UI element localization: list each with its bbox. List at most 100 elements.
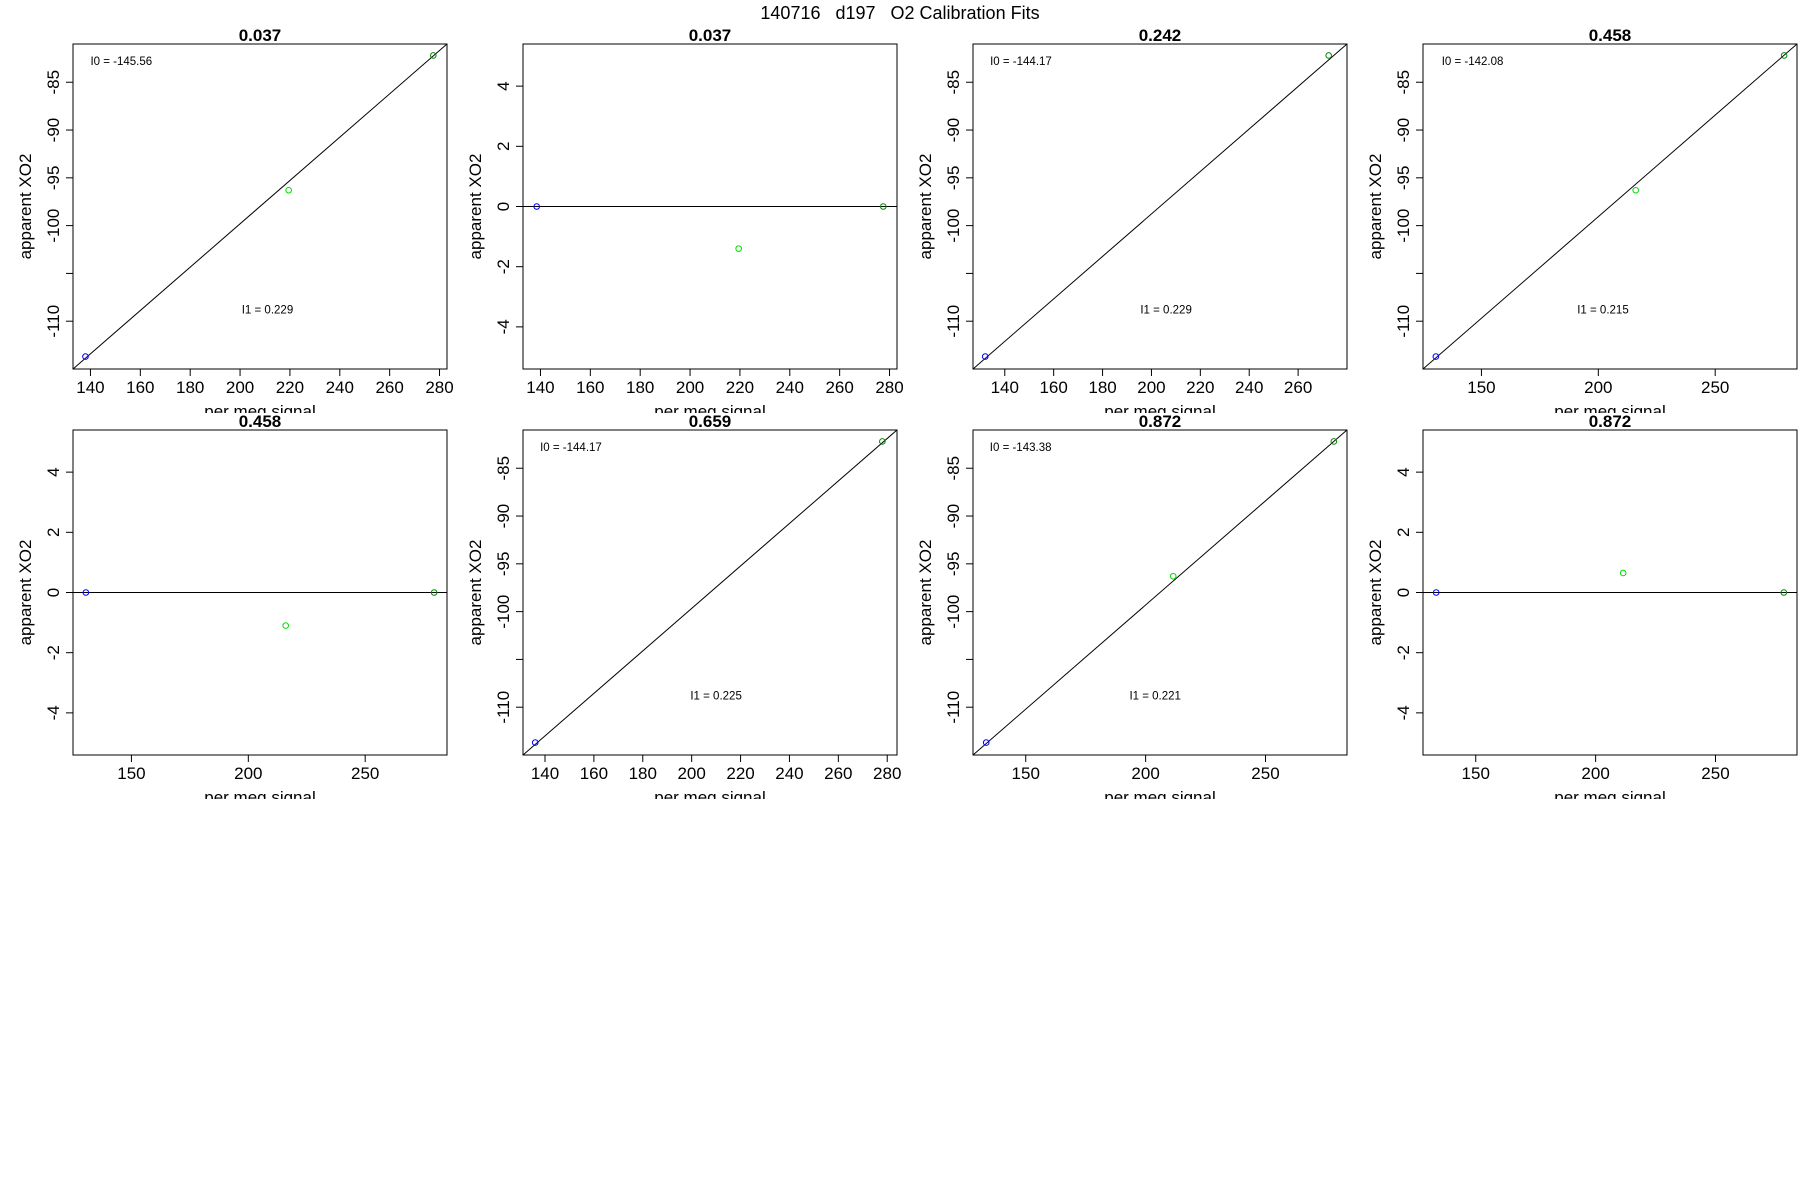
panel-title: 0.037 [239, 26, 282, 45]
x-tick-label: 280 [425, 378, 453, 397]
y-tick-label: 4 [44, 467, 63, 476]
data-point-3 [1330, 438, 1338, 445]
slope-label: I1 = 0.229 [242, 305, 293, 317]
fit-line [523, 430, 897, 755]
x-axis: 150 200 250 [117, 755, 379, 783]
x-tick-label: 150 [1012, 764, 1040, 783]
plot-frame [522, 429, 898, 756]
x-tick-label: 160 [126, 378, 154, 397]
y-tick-label: -85 [494, 456, 513, 481]
y-tick-label: -110 [944, 305, 963, 338]
data-point-1 [533, 203, 541, 210]
intercept-label: I0 = -144.17 [540, 442, 602, 454]
y-tick-label: -95 [944, 552, 963, 577]
x-axis: 140 160 180 200 220 240 260 280 [76, 369, 454, 397]
x-tick-label: 250 [1701, 764, 1729, 783]
label-clip-mask [1413, 413, 1800, 423]
x-tick-label: 240 [1235, 378, 1263, 397]
y-tick-label: -85 [944, 70, 963, 95]
y-axis: 4 2 0 -2 -4 [494, 81, 523, 334]
y-tick-label: 0 [1394, 588, 1413, 597]
y-tick-label: -100 [944, 209, 963, 243]
y-axis-label: apparent XO2 [916, 154, 935, 260]
y-tick-label: -2 [494, 259, 513, 274]
x-tick-label: 250 [1251, 764, 1279, 783]
data-point-2 [735, 245, 742, 252]
slope-label: I1 = 0.229 [1140, 305, 1191, 317]
y-tick-label: -90 [44, 118, 63, 143]
y-axis-label: apparent XO2 [16, 154, 35, 260]
y-tick-label: -95 [44, 166, 63, 191]
data-point-1 [1432, 353, 1440, 360]
y-tick-label: -95 [1394, 166, 1413, 191]
x-axis: 140 160 180 200 220 240 260 [991, 369, 1312, 397]
data-point-3 [430, 589, 438, 596]
x-tick-label: 200 [1581, 764, 1609, 783]
data-point-1 [531, 739, 539, 746]
y-tick-label: -95 [944, 166, 963, 191]
data-point-1 [82, 353, 89, 360]
slope-label: I1 = 0.225 [690, 691, 741, 703]
slope-label: I1 = 0.215 [1577, 305, 1628, 317]
y-axis: -85 -90 -95 -100 -110 [44, 70, 73, 338]
x-tick-label: 280 [875, 378, 903, 397]
x-axis: 150 200 250 [1012, 755, 1280, 783]
x-tick-label: 220 [1186, 378, 1214, 397]
y-tick-label: 4 [1394, 467, 1413, 476]
y-axis: -85 -90 -95 -100 -110 [1394, 70, 1423, 338]
panel-title: 0.872 [1589, 412, 1632, 431]
x-tick-label: 260 [375, 378, 403, 397]
y-tick-label: 4 [494, 81, 513, 90]
plot-frame [972, 43, 1348, 370]
y-tick-label: -110 [44, 305, 63, 338]
y-axis: -85 -90 -95 -100 -110 [944, 456, 973, 724]
panel-title: 0.242 [1139, 26, 1182, 45]
x-tick-label: 150 [1467, 378, 1495, 397]
y-tick-label: -2 [1394, 645, 1413, 660]
data-point-1 [981, 353, 989, 360]
y-tick-label: -100 [944, 595, 963, 629]
data-point-3 [879, 203, 887, 210]
data-point-3 [1780, 589, 1788, 596]
label-clip-mask [63, 413, 457, 423]
label-clip-mask [513, 413, 907, 423]
fit-line [973, 44, 1347, 369]
y-tick-label: -4 [1394, 705, 1413, 720]
plot-frame [1422, 43, 1798, 370]
y-axis: 4 2 0 -2 -4 [1394, 467, 1423, 720]
y-tick-label: 2 [494, 142, 513, 151]
label-clip-mask [963, 799, 1357, 809]
x-tick-label: 140 [526, 378, 554, 397]
y-tick-label: -110 [494, 691, 513, 724]
y-axis-label: apparent XO2 [466, 154, 485, 260]
y-axis: 4 2 0 -2 -4 [44, 467, 73, 720]
data-point-3 [429, 52, 437, 59]
data-point-1 [982, 739, 990, 746]
y-tick-label: 2 [44, 528, 63, 537]
x-tick-label: 140 [76, 378, 104, 397]
label-clip-mask [63, 799, 457, 809]
x-tick-label: 200 [226, 378, 254, 397]
panel-title: 0.037 [689, 26, 732, 45]
x-tick-label: 240 [326, 378, 354, 397]
x-axis: 150 200 250 [1462, 755, 1730, 783]
x-tick-label: 240 [775, 764, 803, 783]
y-tick-label: -85 [944, 456, 963, 481]
x-tick-label: 160 [576, 378, 604, 397]
y-tick-label: -90 [494, 504, 513, 529]
x-tick-label: 250 [351, 764, 379, 783]
data-point-1 [82, 589, 90, 596]
x-tick-label: 160 [1039, 378, 1067, 397]
y-tick-label: -90 [944, 504, 963, 529]
intercept-label: I0 = -144.17 [990, 56, 1052, 68]
y-axis-label: apparent XO2 [466, 540, 485, 646]
x-tick-label: 180 [1088, 378, 1116, 397]
y-tick-label: -85 [1394, 70, 1413, 95]
x-tick-label: 200 [677, 764, 705, 783]
y-axis-label: apparent XO2 [16, 540, 35, 646]
